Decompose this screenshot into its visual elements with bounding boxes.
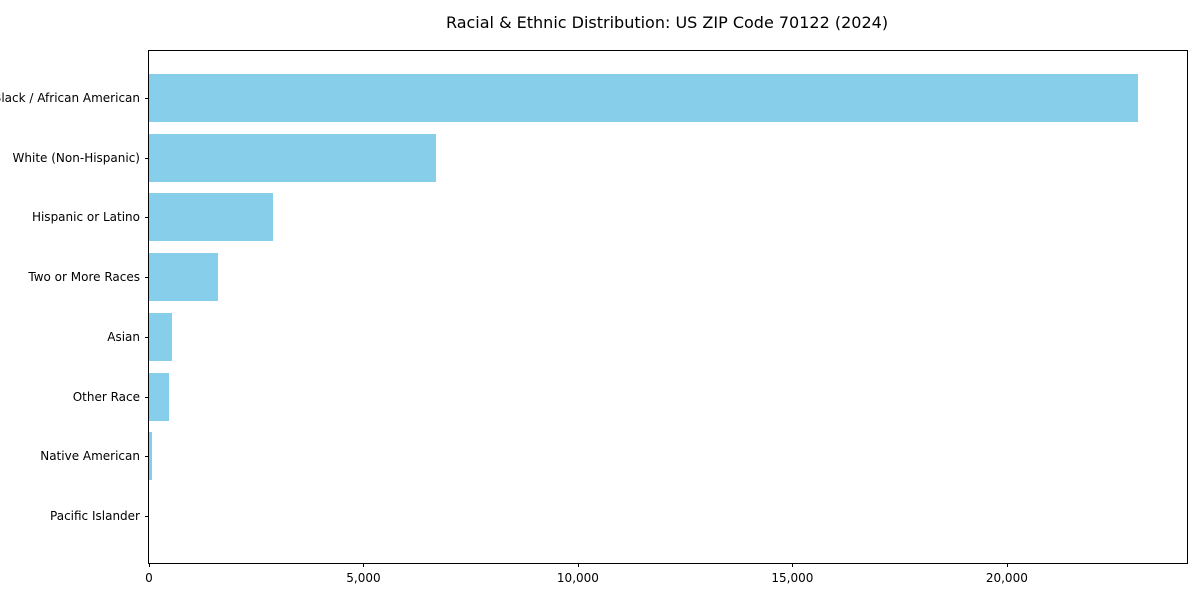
x-axis-tick <box>363 563 365 567</box>
chart-title: Racial & Ethnic Distribution: US ZIP Cod… <box>445 13 889 32</box>
x-axis-tick <box>577 563 579 567</box>
y-axis-tick <box>145 277 149 279</box>
y-axis-label-two-or-more-races: Two or More Races <box>28 270 140 285</box>
y-axis-label-hispanic-or-latino: Hispanic or Latino <box>31 210 140 225</box>
x-axis-tick-label: 15,000 <box>771 571 814 585</box>
x-axis-tick <box>149 563 150 567</box>
y-axis-tick <box>145 515 149 517</box>
y-axis-tick <box>145 456 149 458</box>
y-axis-label-asian: Asian <box>107 329 140 344</box>
bar-hispanic-or-latino <box>149 193 273 242</box>
bar-black-african-american <box>149 74 1138 122</box>
y-axis-tick <box>145 98 149 99</box>
plot-area: Black / African American White (Non-Hispa… <box>0 50 1188 585</box>
bar-white-non-hispanic <box>149 133 436 182</box>
bar-native-american <box>149 432 152 481</box>
y-axis-tick <box>145 157 149 159</box>
y-axis-tick <box>145 396 149 398</box>
y-axis-tick <box>145 217 149 219</box>
x-axis-tick-label: 5,000 <box>346 571 381 585</box>
x-axis-tick-label: 10,000 <box>556 571 599 585</box>
y-axis-label-white-non-hispanic: White (Non-Hispanic) <box>12 150 140 165</box>
y-axis-tick <box>145 336 149 338</box>
bar-other-race <box>149 372 169 421</box>
bar-two-or-more-races <box>149 253 219 302</box>
x-axis-tick <box>1006 563 1008 567</box>
x-axis-tick-label: 0 <box>145 571 153 585</box>
x-axis-tick <box>792 563 794 567</box>
y-axis-label-pacific-islander: Pacific Islander <box>50 508 140 523</box>
bar-asian <box>149 312 173 361</box>
x-axis-tick-label: 20,000 <box>985 571 1028 585</box>
y-axis-label-other-race: Other Race <box>72 389 140 404</box>
y-axis-label-black-african-american: Black / African American <box>0 91 140 105</box>
y-axis-label-native-american: Native American <box>40 449 140 464</box>
